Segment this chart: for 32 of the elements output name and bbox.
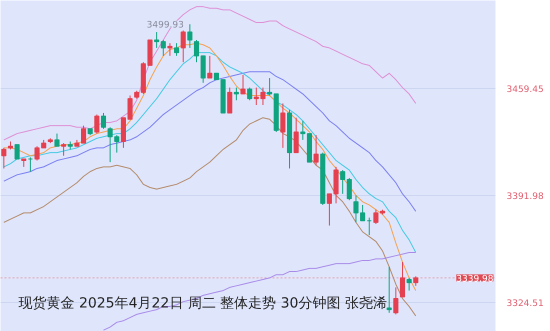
candlestick (280, 102, 286, 148)
candlestick (234, 87, 239, 101)
annotation: 3499.93 (146, 20, 184, 31)
line-series (3, 117, 416, 316)
candlestick (247, 87, 252, 101)
candlestick (94, 114, 100, 134)
candlestick (207, 55, 212, 79)
candlestick (1, 147, 6, 169)
candlestick (294, 117, 299, 154)
candlestick (167, 42, 172, 56)
candlestick (340, 170, 346, 194)
y-tick-label: 3459.45 (506, 84, 544, 95)
candlestick (54, 133, 60, 147)
text: 现货黄金 2025年4月22日 周二 整体走势 30分钟图 张尧浠 (18, 296, 387, 312)
candlestick (393, 286, 398, 315)
candlestick (174, 42, 180, 56)
candlestick (406, 277, 412, 292)
candlestick (386, 266, 392, 314)
candlestick (100, 112, 106, 130)
y-tick-label: 3324.51 (506, 298, 544, 309)
candlestick (61, 142, 66, 156)
candlestick (240, 74, 246, 94)
candlestick (346, 177, 352, 201)
candlestick (227, 87, 232, 114)
candlestick (14, 144, 20, 160)
candlestick (314, 134, 319, 166)
y-tick-label: 3391.98 (506, 192, 544, 202)
line-series (3, 71, 416, 212)
candlestick (400, 262, 406, 298)
candlestick (180, 30, 186, 63)
candlestick (413, 276, 418, 286)
candlestick (187, 24, 192, 48)
